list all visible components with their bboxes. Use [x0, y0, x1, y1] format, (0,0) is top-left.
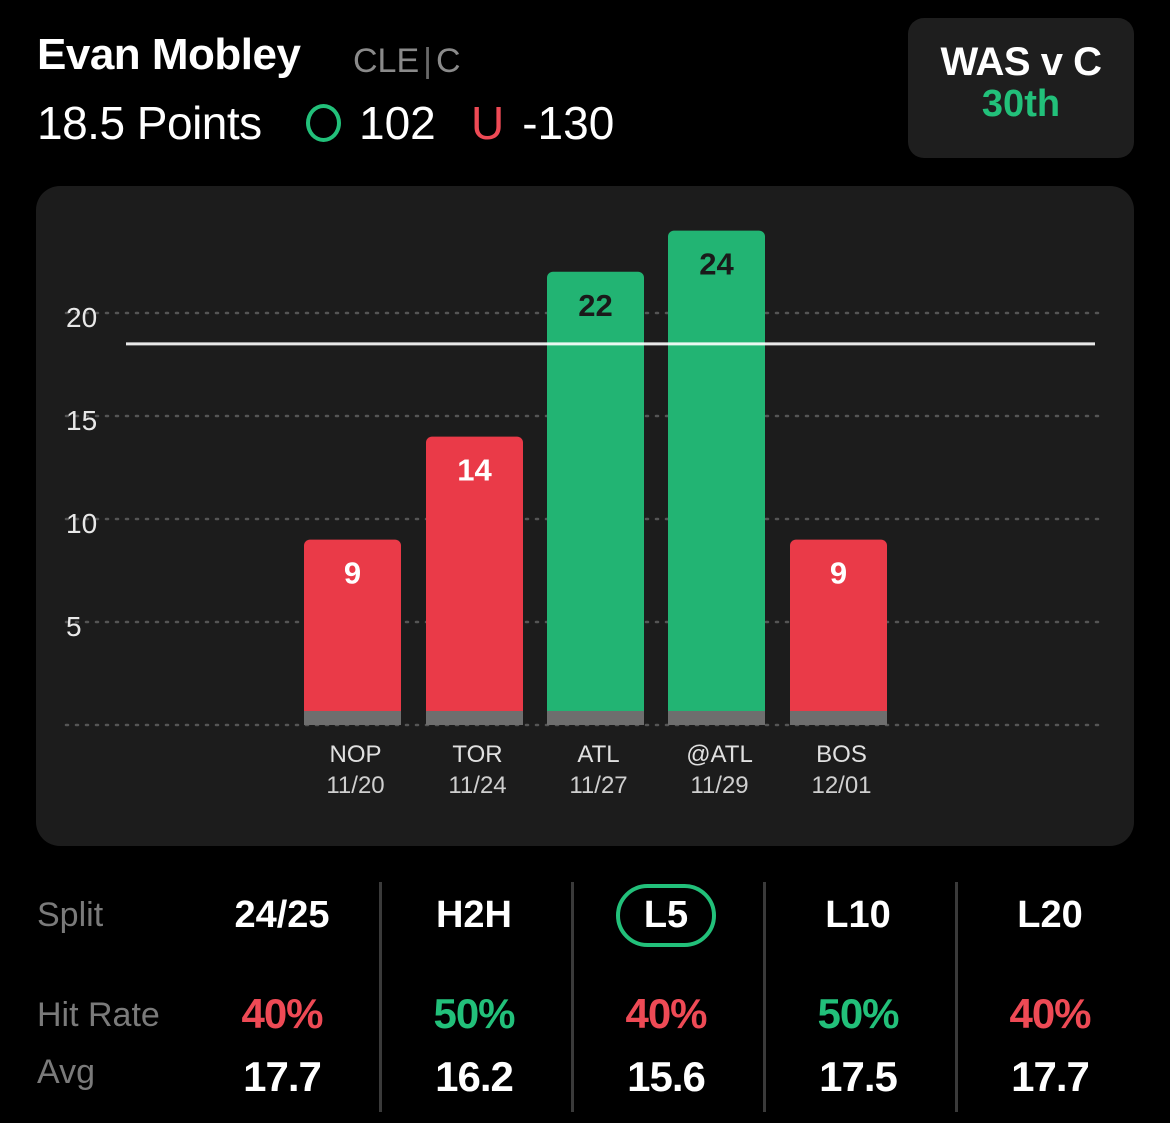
bar-base [304, 711, 401, 725]
bar [304, 539, 401, 725]
split-tab-l10[interactable]: L10 [763, 894, 953, 937]
bar-value-label: 22 [578, 288, 612, 323]
bar-base [426, 711, 523, 725]
avg-value: 17.7 [1011, 1053, 1090, 1100]
player-position: C [435, 42, 461, 80]
separator: | [423, 42, 432, 80]
x-tick-opponent: NOP [329, 741, 381, 768]
matchup-label: WAS v C [940, 40, 1102, 84]
x-tick-date: 11/20 [326, 772, 384, 799]
x-tick-opponent: @ATL [686, 741, 753, 768]
over-odds-button[interactable]: 102 [306, 96, 436, 150]
team-abbrev: CLE [353, 42, 420, 80]
under-odds-button[interactable]: U -130 [471, 96, 614, 150]
x-tick-date: 11/24 [448, 772, 506, 799]
split-tab-2425[interactable]: 24/25 [187, 894, 377, 937]
x-tick-date: 12/01 [811, 772, 871, 799]
split-tab-label: L10 [825, 894, 891, 936]
column-divider [571, 882, 574, 1112]
avg-value: 16.2 [435, 1053, 514, 1100]
bar-base [790, 711, 887, 725]
bar-base [547, 711, 644, 725]
matchup-card[interactable]: WAS v C 30th [908, 18, 1134, 158]
column-divider [955, 882, 958, 1112]
x-tick-opponent: BOS [816, 741, 867, 768]
hit-rate-value: 50% [817, 990, 899, 1037]
y-tick-label: 5 [66, 611, 82, 642]
x-tick-opponent: TOR [452, 741, 502, 768]
under-icon: U [471, 97, 505, 149]
game-log-chart: 5 10 15 20 9 NOP 11/20 14 TOR 11/24 22 ATL 11/27 24 @A… [36, 186, 1134, 846]
bar-base [668, 711, 765, 725]
y-tick-label: 10 [66, 508, 97, 539]
split-tab-label: L5 [615, 884, 717, 947]
avg-row-label: Avg [37, 1053, 95, 1091]
avg-value: 15.6 [627, 1053, 706, 1100]
split-tab-h2h[interactable]: H2H [379, 894, 569, 937]
hit-rate-value: 50% [433, 990, 515, 1037]
prop-line: 18.5 Points [37, 97, 262, 149]
split-tab-label: L20 [1017, 894, 1083, 936]
split-row-label: Split [37, 896, 104, 934]
avg-value: 17.5 [819, 1053, 898, 1100]
bar [426, 436, 523, 725]
over-odds: 102 [359, 97, 436, 149]
hit-rate-row-label: Hit Rate [37, 996, 160, 1034]
y-tick-label: 15 [66, 405, 97, 436]
avg-value: 17.7 [243, 1053, 322, 1100]
hit-rate-value: 40% [241, 990, 323, 1037]
column-divider [379, 882, 382, 1112]
split-tab-l5[interactable]: L5 [571, 884, 761, 947]
bar-value-label: 24 [699, 247, 734, 282]
x-tick-opponent: ATL [577, 741, 619, 768]
matchup-rank: 30th [981, 83, 1061, 125]
split-tab-l20[interactable]: L20 [955, 894, 1145, 937]
bar-value-label: 14 [457, 453, 492, 488]
bar [668, 230, 765, 725]
bar [790, 539, 887, 725]
split-tab-label: H2H [435, 894, 513, 936]
chart-svg: 5 10 15 20 9 NOP 11/20 14 TOR 11/24 22 ATL 11/27 24 @A… [64, 230, 1106, 799]
split-tab-label: 24/25 [234, 894, 330, 936]
player-name: Evan Mobley [37, 30, 301, 79]
bar-value-label: 9 [344, 556, 361, 591]
under-odds: -130 [522, 97, 615, 149]
bar-value-label: 9 [830, 556, 847, 591]
x-tick-date: 11/29 [690, 772, 748, 799]
team-position: CLE | C [353, 42, 461, 81]
over-circle-icon [306, 103, 341, 142]
bar [547, 271, 644, 725]
x-tick-date: 11/27 [569, 772, 627, 799]
hit-rate-value: 40% [625, 990, 707, 1037]
column-divider [763, 882, 766, 1112]
y-tick-label: 20 [66, 302, 97, 333]
hit-rate-value: 40% [1009, 990, 1091, 1037]
